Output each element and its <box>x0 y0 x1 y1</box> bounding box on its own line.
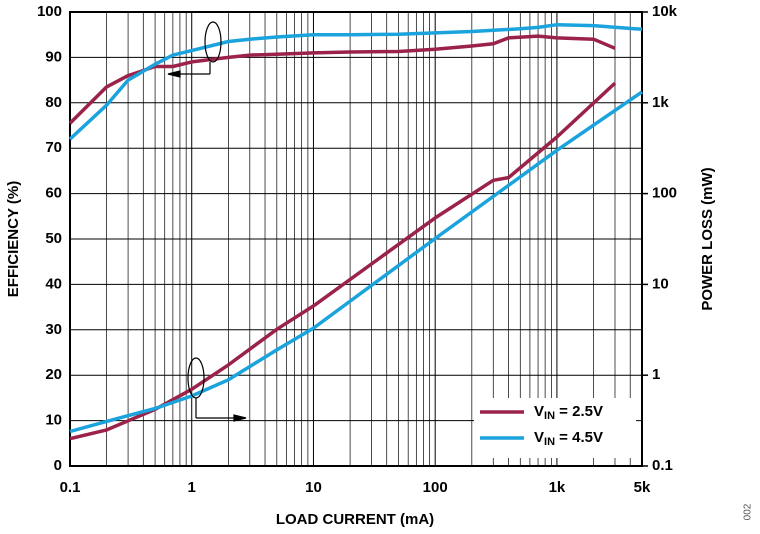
y-tick-label: 60 <box>45 185 62 202</box>
y-tick-label: 70 <box>45 139 62 156</box>
efficiency-line <box>68 34 616 125</box>
y2-tick-label: 100 <box>652 185 677 202</box>
y-tick-label: 0 <box>54 457 62 474</box>
x-tick-label: 0.1 <box>60 479 81 496</box>
legend-box <box>474 398 636 458</box>
y2-tick-label: 10k <box>652 3 678 20</box>
y2-tick-label: 10 <box>652 275 669 292</box>
y2-tick-label: 1 <box>652 366 660 383</box>
y-tick-label: 30 <box>45 321 62 338</box>
x-tick-label: 5k <box>634 479 651 496</box>
efficiency-line <box>68 22 643 141</box>
y-tick-label: 90 <box>45 48 62 65</box>
x-tick-label: 10 <box>305 479 322 496</box>
x-axis-label: LOAD CURRENT (mA) <box>276 511 434 528</box>
legend-label: VIN = 4.5V <box>534 429 603 448</box>
y-tick-label: 80 <box>45 94 62 111</box>
y2-tick-label: 1k <box>652 94 669 111</box>
plot-frame <box>69 11 643 467</box>
x-tick-label: 1k <box>549 479 566 496</box>
y-tick-label: 20 <box>45 366 62 383</box>
y-axis-label: EFFICIENCY (%) <box>5 181 22 297</box>
y-tick-label: 100 <box>37 3 62 20</box>
power-loss-line <box>69 81 617 441</box>
x-tick-label: 100 <box>423 479 448 496</box>
annotation <box>167 21 247 422</box>
figure-id: 002 <box>743 503 754 520</box>
y-tick-label: 50 <box>45 230 62 247</box>
y-tick-label: 10 <box>45 412 62 429</box>
y-tick-label: 40 <box>45 275 62 292</box>
legend-label: VIN = 2.5V <box>534 403 603 422</box>
y2-axis-label: POWER LOSS (mW) <box>699 167 716 310</box>
power-loss-line <box>69 90 643 434</box>
x-tick-label: 1 <box>188 479 196 496</box>
y2-tick-label: 0.1 <box>652 457 673 474</box>
